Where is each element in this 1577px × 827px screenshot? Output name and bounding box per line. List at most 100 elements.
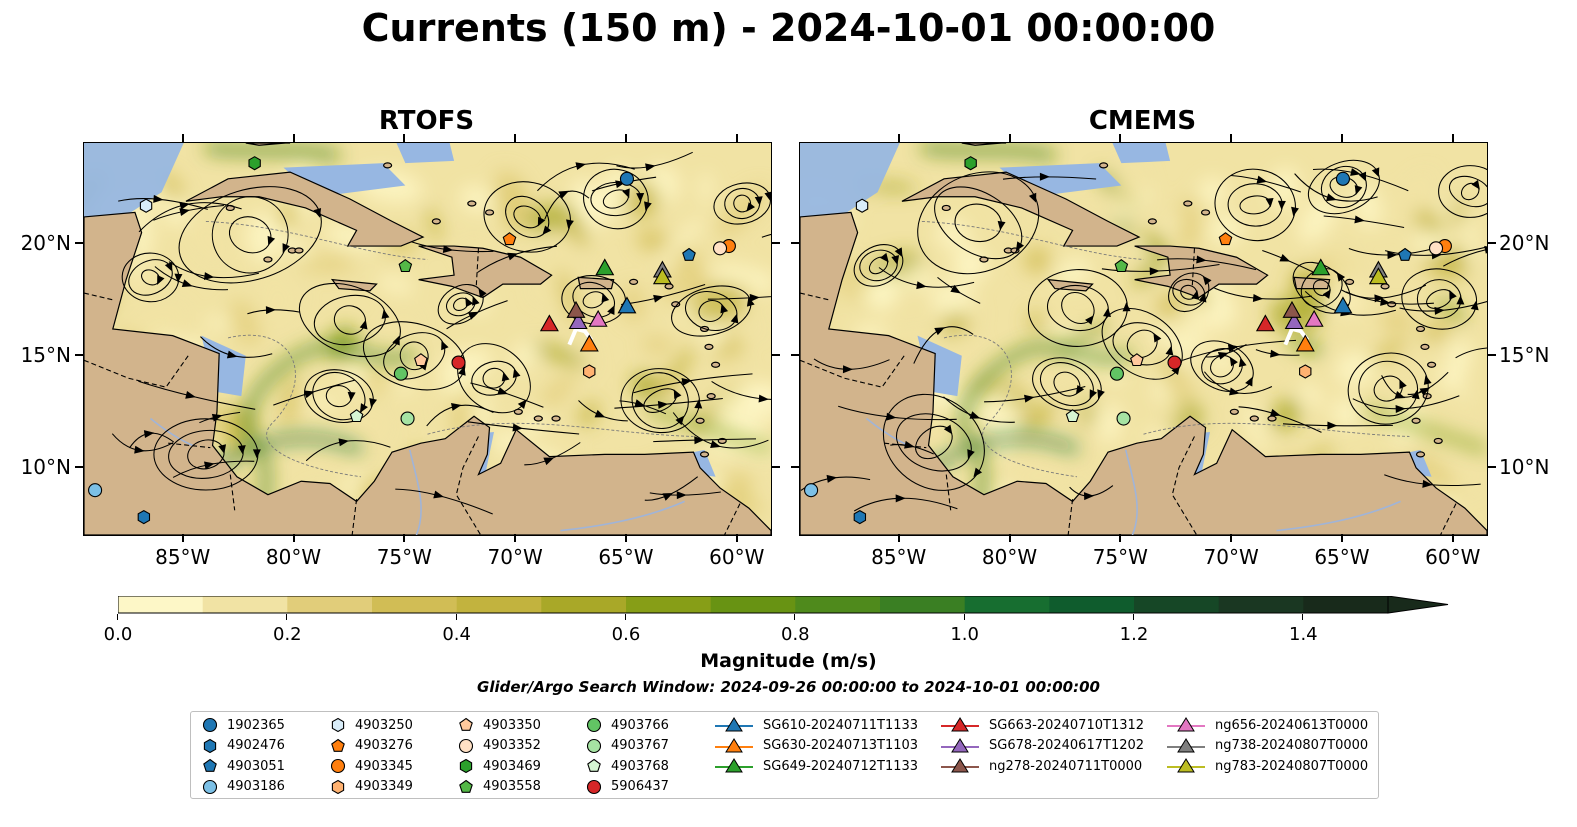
float-marker-4903051[interactable] — [1398, 247, 1412, 261]
legend-item-1902365: 1902365 — [201, 715, 285, 735]
colorbar-tick-label: 1.2 — [1119, 624, 1149, 645]
float-marker-1902365[interactable] — [1335, 171, 1351, 186]
bathymetry-contours — [205, 220, 694, 478]
glider-marker-ng278-20240711T0000[interactable] — [1282, 300, 1302, 318]
float-marker-4903276[interactable] — [1218, 232, 1233, 246]
float-marker-icon — [202, 779, 218, 794]
glider-marker-ng783-20240807T0000[interactable] — [1368, 267, 1388, 285]
float-marker-4903469[interactable] — [248, 156, 261, 171]
lon-tick-mark-top — [1230, 134, 1233, 142]
float-marker-5906437[interactable] — [1167, 355, 1182, 370]
legend-item-4903350: 4903350 — [457, 715, 541, 735]
gliders — [539, 258, 672, 352]
colorbar-tick-mark — [1133, 614, 1134, 620]
legend-item-4903558: 4903558 — [457, 777, 541, 797]
glider-marker-ng278-20240711T0000[interactable] — [566, 300, 586, 318]
float-marker-4902476[interactable] — [137, 509, 151, 525]
colorbar-cell — [118, 596, 204, 613]
panel-title-rtofs: RTOFS — [378, 106, 475, 136]
float-marker-4903767[interactable] — [1116, 411, 1131, 426]
lat-tick-mark — [791, 465, 799, 468]
legend-label: 4903250 — [355, 717, 413, 733]
lat-tick-label: 20°N — [20, 230, 71, 255]
colorbar-tick-mark — [286, 614, 288, 620]
colorbar-cell — [456, 596, 542, 613]
colorbar-tick-label: 0.8 — [781, 624, 810, 645]
float-marker-4903558[interactable] — [398, 259, 413, 273]
glider-marker-icon — [1167, 737, 1205, 752]
float-marker-4903250[interactable] — [139, 198, 153, 213]
colorbar-cell — [795, 596, 881, 613]
float-marker-4903768[interactable] — [1065, 409, 1080, 423]
lon-tick-mark — [624, 534, 627, 542]
glider-marker-icon — [715, 717, 753, 732]
legend-item-SG649-20240712T1133: SG649-20240712T1133 — [713, 756, 918, 776]
float-marker-4903766[interactable] — [393, 366, 408, 381]
glider-marker-ng783-20240807T0000[interactable] — [652, 267, 672, 285]
glider-marker-SG678-20240617T1202[interactable] — [1284, 312, 1304, 330]
glider-marker-SG610-20240711T1133[interactable] — [1333, 296, 1353, 314]
search-window-subtitle: Glider/Argo Search Window: 2024-09-26 00… — [477, 678, 1100, 696]
float-marker-4902476[interactable] — [853, 509, 867, 525]
colorbar-label: Magnitude (m/s) — [700, 650, 877, 672]
lat-tick-mark — [772, 241, 780, 244]
float-marker-4903350[interactable] — [414, 353, 428, 367]
glider-marker-SG663-20240710T1312[interactable] — [539, 314, 559, 332]
float-marker-icon — [330, 758, 346, 774]
float-marker-4903469[interactable] — [964, 156, 977, 171]
legend-item-4903767: 4903767 — [585, 736, 669, 756]
glider-marker-SG678-20240617T1202[interactable] — [568, 312, 588, 330]
float-marker-4903352[interactable] — [712, 241, 728, 256]
argo-floats — [88, 156, 736, 525]
lon-tick-label: 85°W — [155, 545, 211, 569]
argo-floats — [804, 156, 1452, 525]
legend-label: 4903767 — [611, 738, 669, 753]
float-marker-icon — [586, 738, 602, 753]
lon-tick-label: 60°W — [1425, 545, 1481, 569]
float-marker-1902365[interactable] — [619, 171, 635, 186]
float-marker-4903250[interactable] — [855, 198, 869, 213]
float-marker-4903349[interactable] — [1299, 364, 1312, 379]
float-marker-4903051[interactable] — [682, 247, 696, 261]
float-marker-4903350[interactable] — [1130, 353, 1144, 367]
cmems-map[interactable] — [799, 142, 1488, 536]
float-marker-4903352[interactable] — [1428, 241, 1444, 256]
legend-item-SG678-20240617T1202: SG678-20240617T1202 — [939, 736, 1144, 756]
float-marker-4903767[interactable] — [400, 411, 415, 426]
colorbar-tick-mark — [117, 614, 118, 620]
lon-tick-mark — [403, 534, 406, 542]
legend-label: 4903345 — [355, 758, 413, 774]
float-marker-4903276[interactable] — [502, 232, 517, 246]
map-canvas — [84, 143, 771, 535]
float-marker-4903349[interactable] — [583, 364, 596, 379]
colorbar-tick-label: 1.0 — [950, 624, 979, 645]
glider-marker-SG610-20240711T1133[interactable] — [617, 296, 637, 314]
float-marker-icon — [587, 758, 601, 772]
float-marker-5906437[interactable] — [451, 355, 466, 370]
float-marker-4903558[interactable] — [1114, 259, 1129, 273]
float-marker-icon — [203, 738, 217, 753]
glider-marker-SG649-20240712T1133[interactable] — [1311, 258, 1331, 276]
glider-marker-SG663-20240710T1312[interactable] — [1255, 314, 1275, 332]
lat-tick-mark — [1488, 353, 1496, 356]
float-marker-4903186[interactable] — [804, 483, 819, 498]
lon-tick-label: 85°W — [871, 545, 927, 569]
float-marker-4903768[interactable] — [349, 409, 364, 423]
glider-marker-ng656-20240613T0000[interactable] — [1304, 309, 1324, 327]
legend-item-ng738-20240807T0000: ng738-20240807T0000 — [1165, 736, 1368, 756]
rivers — [149, 417, 685, 535]
legend-label: 4903768 — [611, 758, 669, 774]
glider-marker-SG630-20240713T1103[interactable] — [579, 334, 599, 352]
map-canvas — [800, 143, 1487, 535]
colorbar-cell — [880, 596, 966, 613]
float-marker-4903186[interactable] — [88, 483, 103, 498]
rtofs-map[interactable] — [83, 142, 772, 536]
float-marker-4903766[interactable] — [1109, 366, 1124, 381]
lat-tick-mark — [75, 241, 83, 244]
glider-marker-SG649-20240712T1133[interactable] — [595, 258, 615, 276]
lon-tick-mark-top — [897, 134, 900, 142]
glider-marker-icon — [1167, 758, 1205, 773]
glider-marker-ng656-20240613T0000[interactable] — [588, 309, 608, 327]
colorbar-cell — [1218, 596, 1304, 613]
glider-marker-SG630-20240713T1103[interactable] — [1295, 334, 1315, 352]
